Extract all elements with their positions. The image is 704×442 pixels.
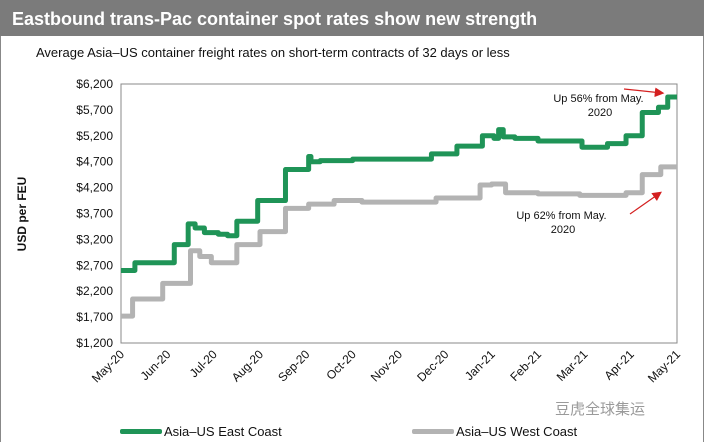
y-axis-label: USD per FEU — [15, 177, 29, 252]
y-tick-label: $2,700 — [76, 258, 113, 272]
legend-label-west: Asia–US West Coast — [456, 424, 578, 439]
y-tick-label: $4,200 — [76, 181, 113, 195]
y-tick-label: $5,200 — [76, 129, 113, 143]
y-tick-label: $1,700 — [76, 310, 113, 324]
chart-title: Eastbound trans-Pac container spot rates… — [0, 0, 704, 36]
x-tick-label: Mar-21 — [554, 347, 591, 384]
y-tick-label: $3,200 — [76, 232, 113, 246]
y-tick-label: $6,200 — [76, 77, 113, 91]
x-tick-label: Sep-20 — [275, 347, 312, 384]
x-tick-label: May-21 — [645, 347, 683, 385]
annotation-east-line1: Up 56% from May. — [553, 93, 643, 105]
annotation-west: Up 62% from May. 2020 — [516, 210, 609, 236]
legend-swatch-west — [412, 429, 454, 434]
annotation-east: Up 56% from May. 2020 — [553, 93, 646, 119]
x-tick-label: May-20 — [89, 347, 127, 385]
x-tick-label: Jan-21 — [462, 347, 498, 383]
legend-item-east-coast: Asia–US East Coast — [120, 424, 282, 439]
watermark: 豆虎全球集运 — [555, 401, 646, 418]
annotation-west-line2: 2020 — [551, 224, 575, 236]
y-tick-label: $3,700 — [76, 207, 113, 221]
series-line-west-coast — [121, 164, 677, 319]
y-tick-label: $4,700 — [76, 155, 113, 169]
legend-label-east: Asia–US East Coast — [164, 424, 282, 439]
y-tick-label: $2,200 — [76, 284, 113, 298]
y-tick-label: $5,700 — [76, 103, 113, 117]
x-tick-label: Aug-20 — [229, 347, 266, 384]
series-line-east-coast — [121, 94, 677, 273]
annotation-west-line1: Up 62% from May. — [516, 210, 606, 222]
annotation-east-arrow — [623, 87, 665, 98]
x-tick-label: Nov-20 — [368, 347, 405, 384]
plot-area-border — [120, 83, 678, 344]
x-tick-label: Oct-20 — [323, 347, 359, 383]
y-tick-label: $1,200 — [76, 336, 113, 350]
x-tick-label: Jun-20 — [138, 347, 174, 383]
x-tick-label: Dec-20 — [414, 347, 451, 384]
x-tick-label: Apr-21 — [601, 347, 637, 383]
x-tick-label: Jul-20 — [187, 347, 220, 380]
annotation-west-arrow — [629, 191, 662, 215]
chart-subtitle: Average Asia–US container freight rates … — [36, 45, 510, 60]
annotation-east-line2: 2020 — [588, 107, 612, 119]
legend-swatch-east — [120, 429, 162, 434]
x-tick-label: Feb-21 — [507, 347, 544, 384]
legend-item-west-coast: Asia–US West Coast — [412, 424, 577, 439]
